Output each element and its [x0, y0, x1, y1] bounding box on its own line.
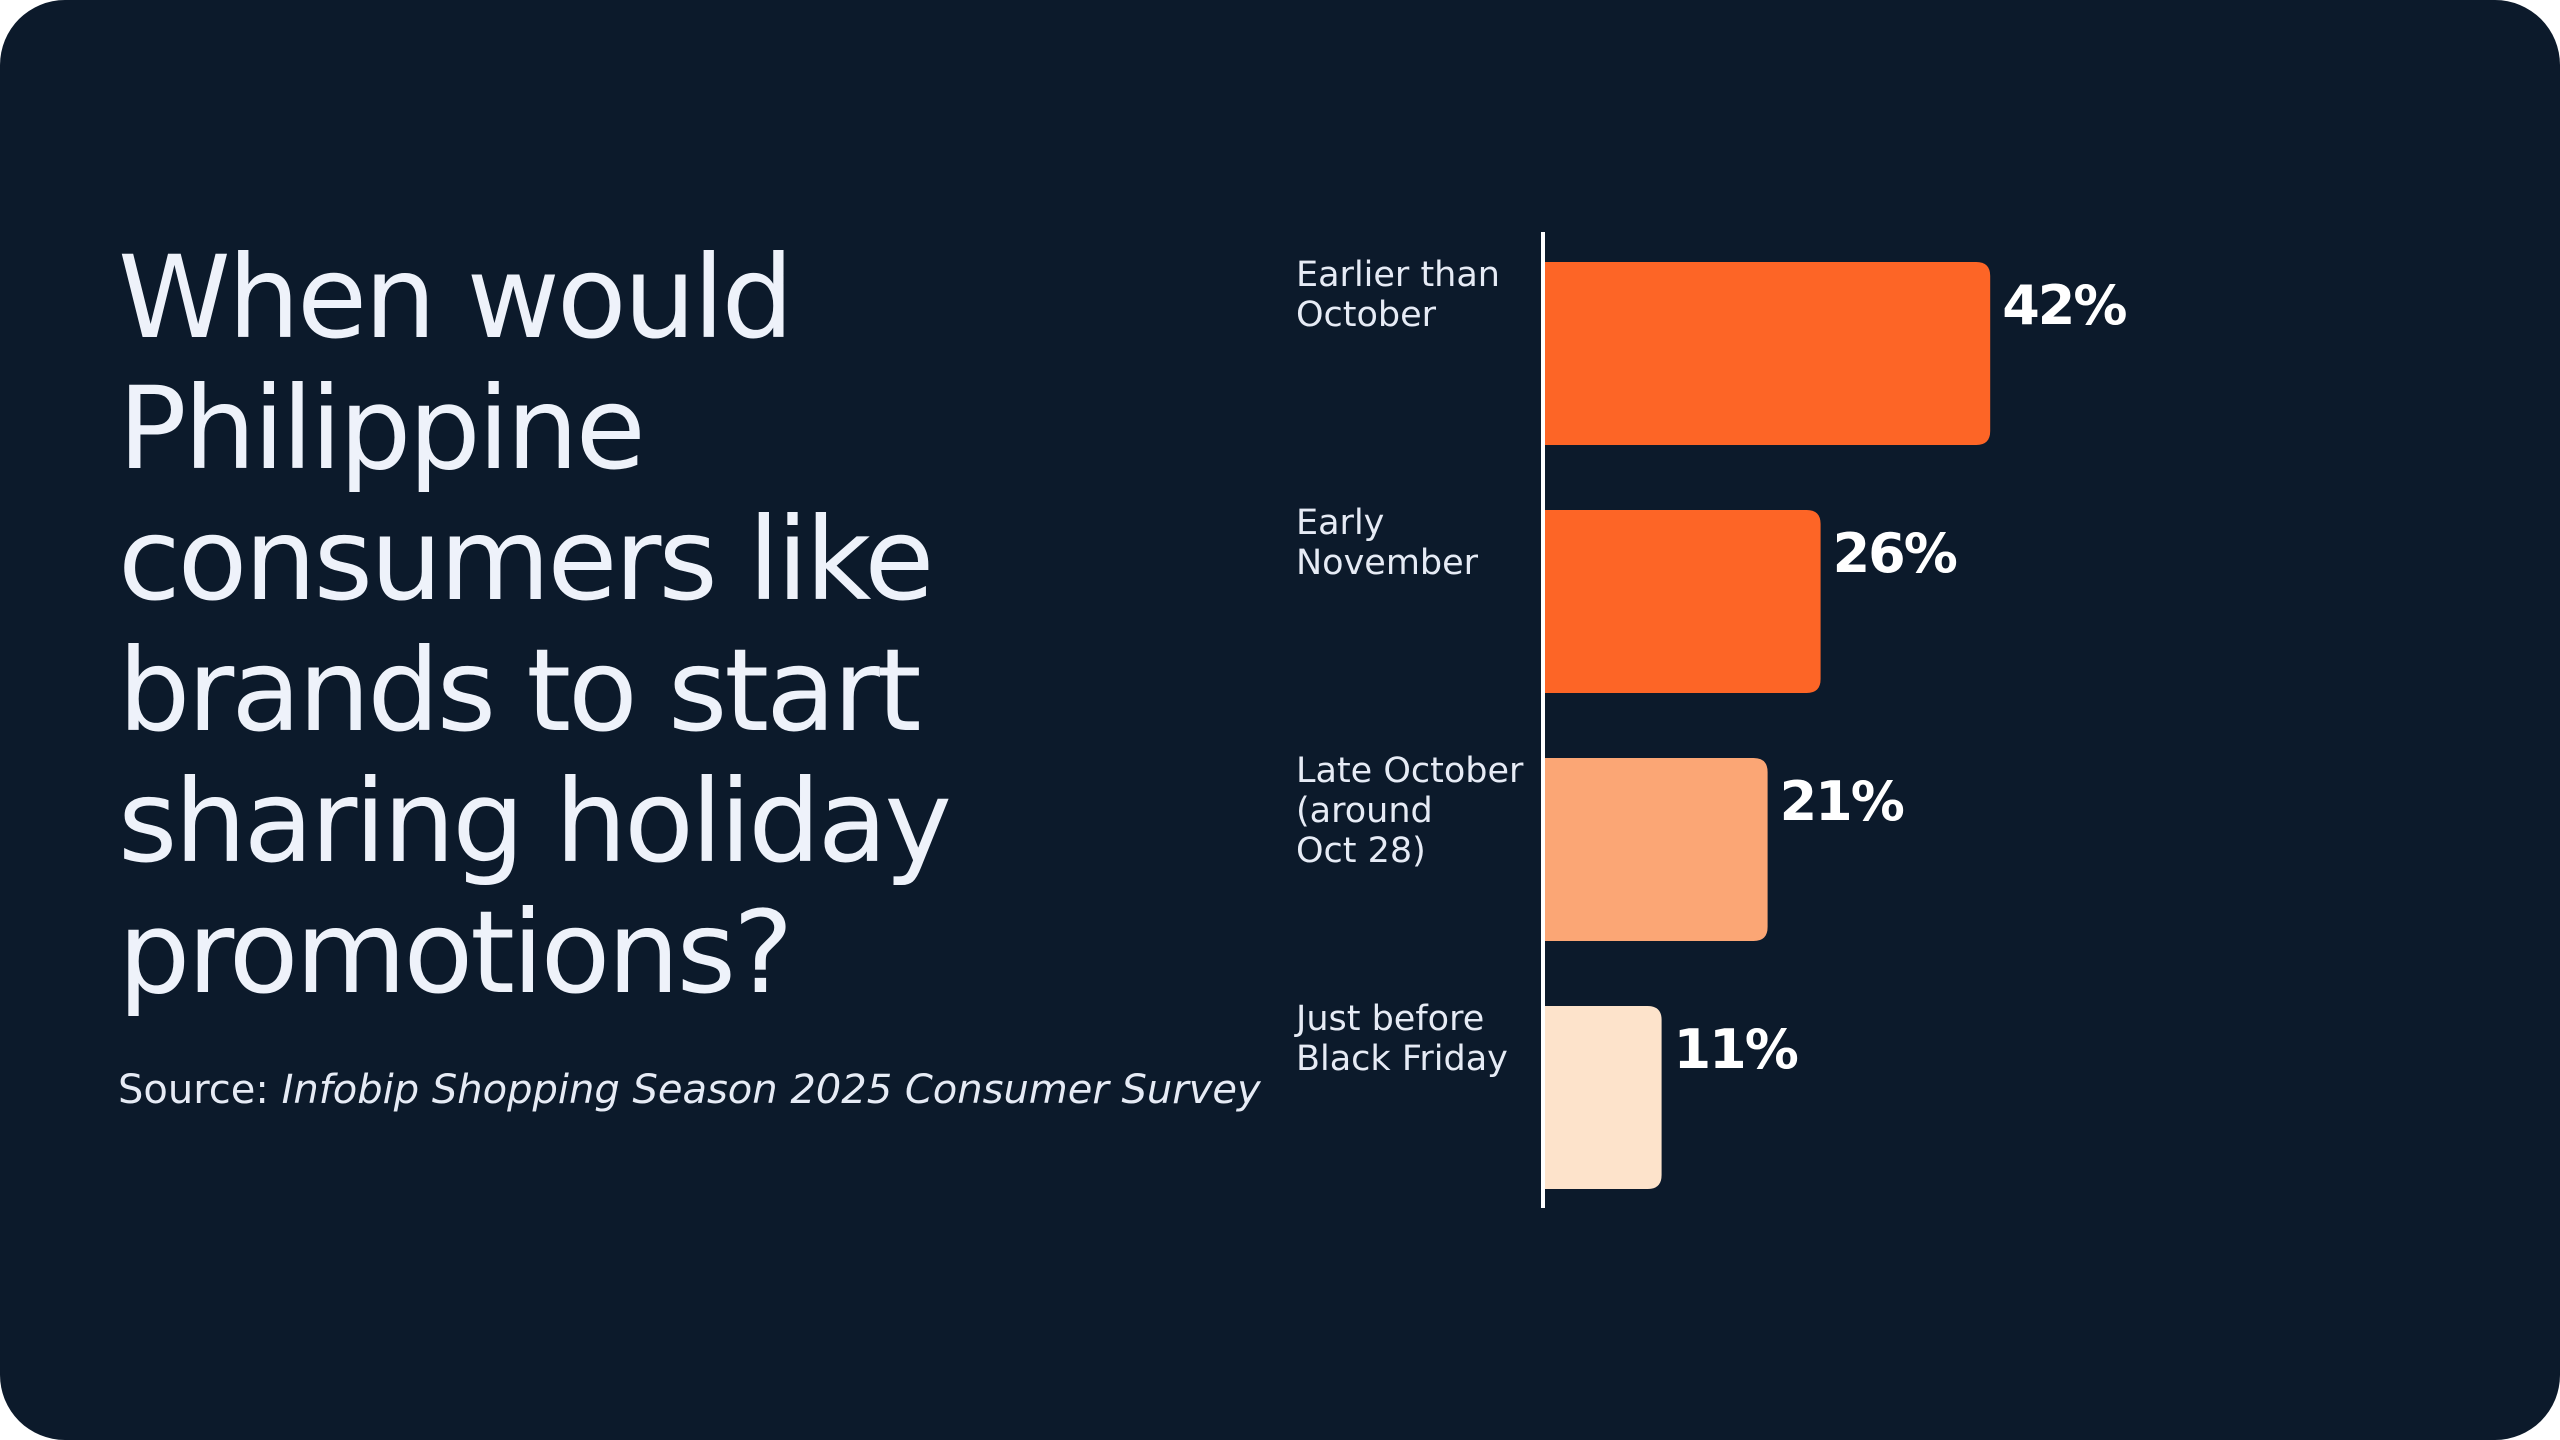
headline-line: promotions?: [118, 886, 794, 1019]
category-label: Late October (around Oct 28): [1296, 751, 1524, 871]
category-label: Earlier than October: [1296, 255, 1500, 335]
headline-line: consumers like: [118, 493, 934, 626]
category-label-line: Oct 28): [1296, 831, 1426, 871]
category-label-line: November: [1296, 543, 1479, 583]
value-label: 11%: [1674, 1018, 1798, 1081]
category-label-line: Late October: [1296, 751, 1524, 791]
bar: [1545, 1006, 1662, 1189]
source-name: Infobip Shopping Season 2025 Consumer Su…: [281, 1067, 1261, 1113]
bar: [1545, 262, 1991, 445]
category-label-line: Black Friday: [1296, 1039, 1508, 1079]
value-label: 21%: [1780, 770, 1904, 833]
value-label: 42%: [2002, 274, 2126, 337]
bar: [1545, 510, 1821, 693]
value-label: 26%: [1833, 522, 1957, 585]
source-note: Source: Infobip Shopping Season 2025 Con…: [118, 1064, 1261, 1116]
category-label-line: October: [1296, 295, 1437, 335]
headline-line: brands to start: [118, 624, 922, 757]
category-label-line: (around: [1296, 791, 1433, 831]
category-label: Early November: [1296, 503, 1479, 583]
headline-line: When would: [118, 231, 794, 364]
bar: [1545, 758, 1768, 941]
category-label-line: Just before: [1294, 999, 1484, 1039]
source-prefix: Source:: [118, 1067, 282, 1113]
headline: When would Philippine consumers like bra…: [118, 232, 1218, 1018]
category-label: Just before Black Friday: [1294, 999, 1508, 1079]
headline-line: sharing holiday: [118, 755, 952, 888]
headline-line: Philippine: [118, 362, 646, 495]
category-label-line: Early: [1296, 503, 1384, 543]
category-label-line: Earlier than: [1296, 255, 1500, 295]
bars-layer: 42% Earlier than October 26% Early November 21…: [1294, 255, 2128, 1189]
